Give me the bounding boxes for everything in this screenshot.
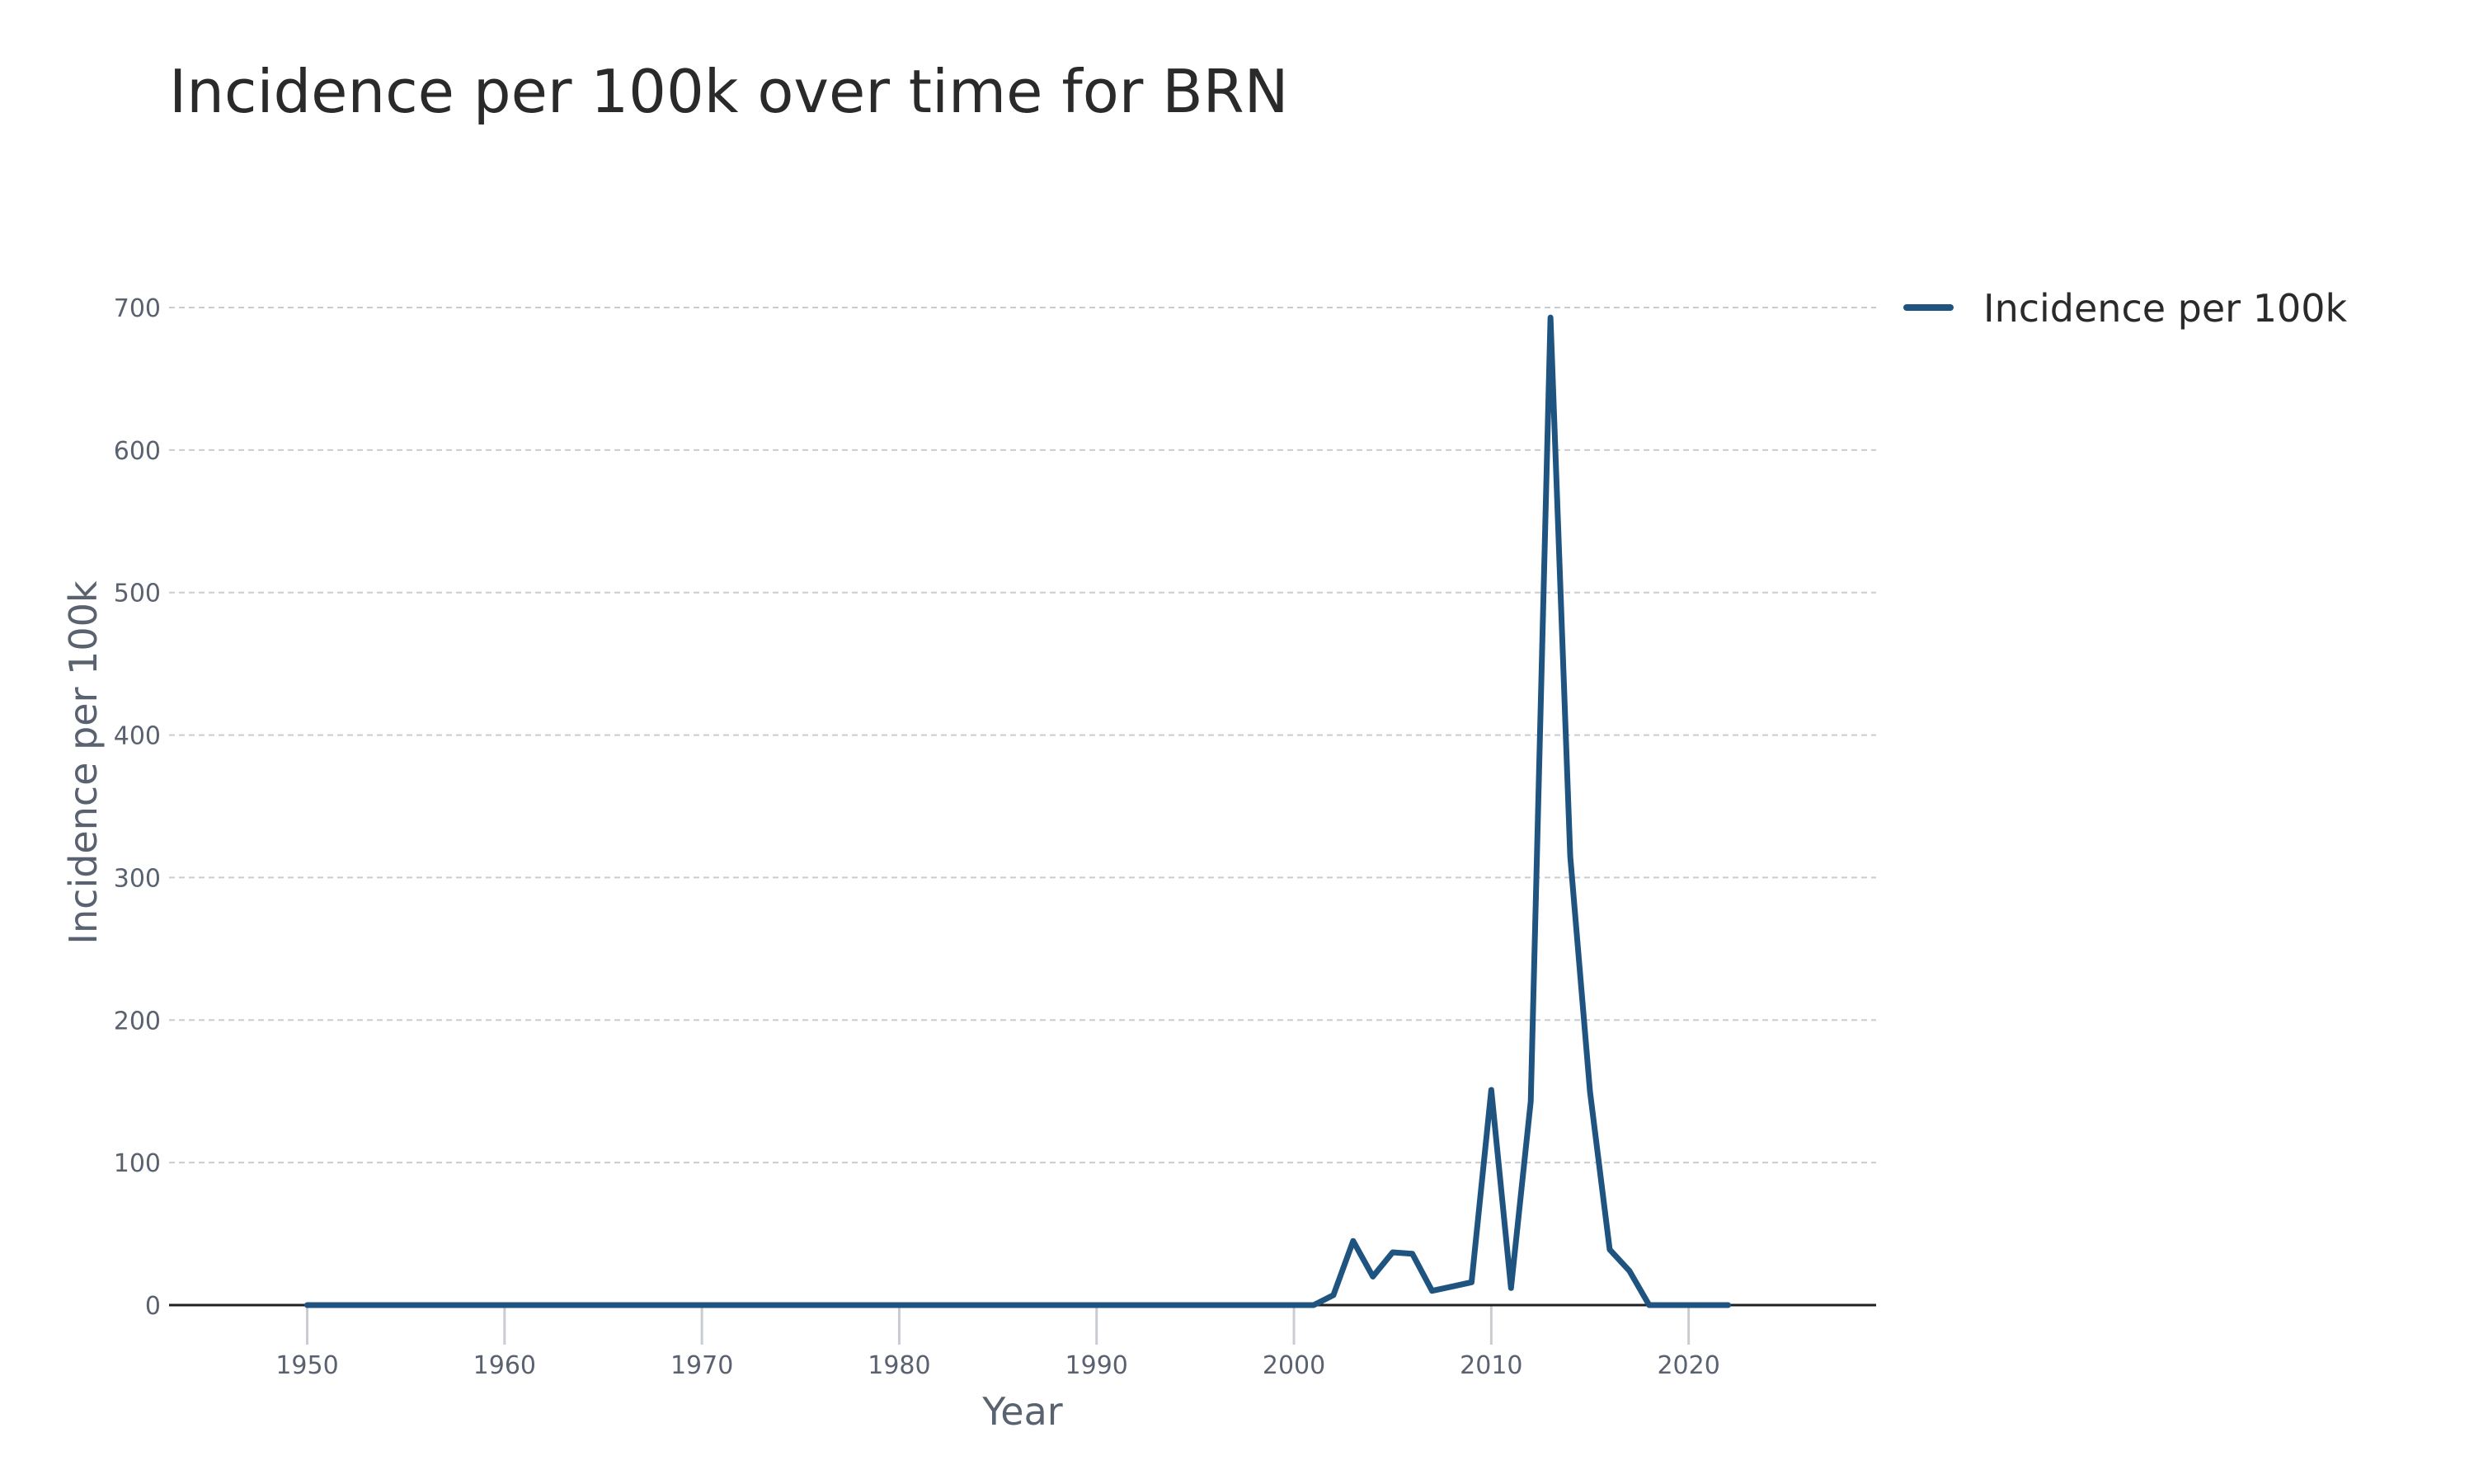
data-point <box>1550 317 1551 318</box>
data-point <box>958 1305 959 1306</box>
data-point <box>1056 1305 1057 1306</box>
data-point <box>1451 1286 1452 1287</box>
data-point <box>1175 1305 1176 1306</box>
data-point <box>780 1305 781 1306</box>
data-point <box>1392 1252 1393 1253</box>
y-tick-label: 0 <box>145 1292 161 1321</box>
data-point <box>464 1305 465 1306</box>
data-point <box>682 1305 683 1306</box>
y-axis-title: Incidence per 100k <box>61 580 106 944</box>
y-tick-label: 500 <box>114 580 161 608</box>
data-point <box>998 1305 999 1306</box>
data-point <box>1609 1249 1610 1250</box>
y-tick-label: 300 <box>114 864 161 893</box>
data-point <box>484 1305 485 1306</box>
y-tick-label: 200 <box>114 1007 161 1036</box>
data-point <box>603 1305 604 1306</box>
x-tick-label: 2010 <box>1460 1351 1522 1380</box>
data-point <box>938 1305 939 1306</box>
data-point <box>1195 1305 1196 1306</box>
data-point <box>1728 1305 1729 1306</box>
x-tick-label: 1980 <box>868 1351 930 1380</box>
data-point <box>978 1305 979 1306</box>
legend[interactable]: Incidence per 100k <box>1903 286 2347 331</box>
data-point <box>760 1305 761 1306</box>
data-point <box>543 1305 544 1306</box>
data-point <box>1294 1305 1295 1306</box>
data-point <box>1076 1305 1077 1306</box>
data-point <box>899 1305 900 1306</box>
x-tick-label: 2020 <box>1657 1351 1719 1380</box>
series-layer <box>304 314 1732 1308</box>
x-tick-label: 1950 <box>275 1351 338 1380</box>
data-point <box>1471 1282 1472 1283</box>
y-tick-label: 600 <box>114 437 161 466</box>
data-point <box>1096 1305 1097 1306</box>
x-tick-label: 2000 <box>1263 1351 1325 1380</box>
data-point <box>1155 1305 1156 1306</box>
data-point <box>820 1305 821 1306</box>
data-point <box>583 1305 584 1306</box>
data-point <box>702 1305 703 1306</box>
data-point <box>1491 1089 1492 1090</box>
data-point <box>1688 1305 1689 1306</box>
x-axis-title: Year <box>981 1389 1062 1434</box>
data-point <box>1708 1305 1709 1306</box>
data-point <box>346 1305 347 1306</box>
data-point <box>307 1305 308 1306</box>
data-point <box>1570 856 1571 857</box>
data-point <box>1215 1305 1216 1306</box>
data-point <box>1511 1288 1512 1289</box>
x-axis-ticks: 1950 1960 1970 1980 1990 2000 2010 2020 <box>275 1305 1720 1380</box>
data-point <box>859 1305 860 1306</box>
data-point <box>386 1305 387 1306</box>
data-point <box>800 1305 801 1306</box>
data-point <box>1372 1276 1373 1277</box>
data-point <box>919 1305 920 1306</box>
data-point <box>406 1305 407 1306</box>
data-point <box>879 1305 880 1306</box>
data-point <box>1313 1305 1314 1306</box>
x-tick-label: 1970 <box>670 1351 733 1380</box>
data-point <box>662 1305 663 1306</box>
data-point <box>366 1305 367 1306</box>
data-point <box>642 1305 643 1306</box>
data-point <box>504 1305 505 1306</box>
legend-label: Incidence per 100k <box>1983 286 2347 331</box>
data-point <box>1629 1270 1630 1271</box>
data-point <box>563 1305 564 1306</box>
series-line-0 <box>304 314 1732 1308</box>
y-tick-label: 100 <box>114 1149 161 1178</box>
data-point <box>1274 1305 1275 1306</box>
data-point <box>1254 1305 1255 1306</box>
x-tick-label: 1960 <box>473 1351 536 1380</box>
data-point <box>1116 1305 1117 1306</box>
data-point <box>1590 1091 1591 1092</box>
data-point <box>445 1305 446 1306</box>
x-tick-label: 1990 <box>1065 1351 1128 1380</box>
y-tick-label: 400 <box>114 722 161 751</box>
y-axis-ticks: 0 100 200 300 400 500 600 700 <box>114 294 161 1321</box>
y-tick-label: 700 <box>114 294 161 323</box>
data-point <box>1668 1305 1669 1306</box>
data-point <box>1412 1253 1413 1254</box>
data-point <box>1352 1241 1353 1242</box>
chart-title: Incidence per 100k over time for BRN <box>169 57 1289 126</box>
grid <box>169 307 1876 1164</box>
